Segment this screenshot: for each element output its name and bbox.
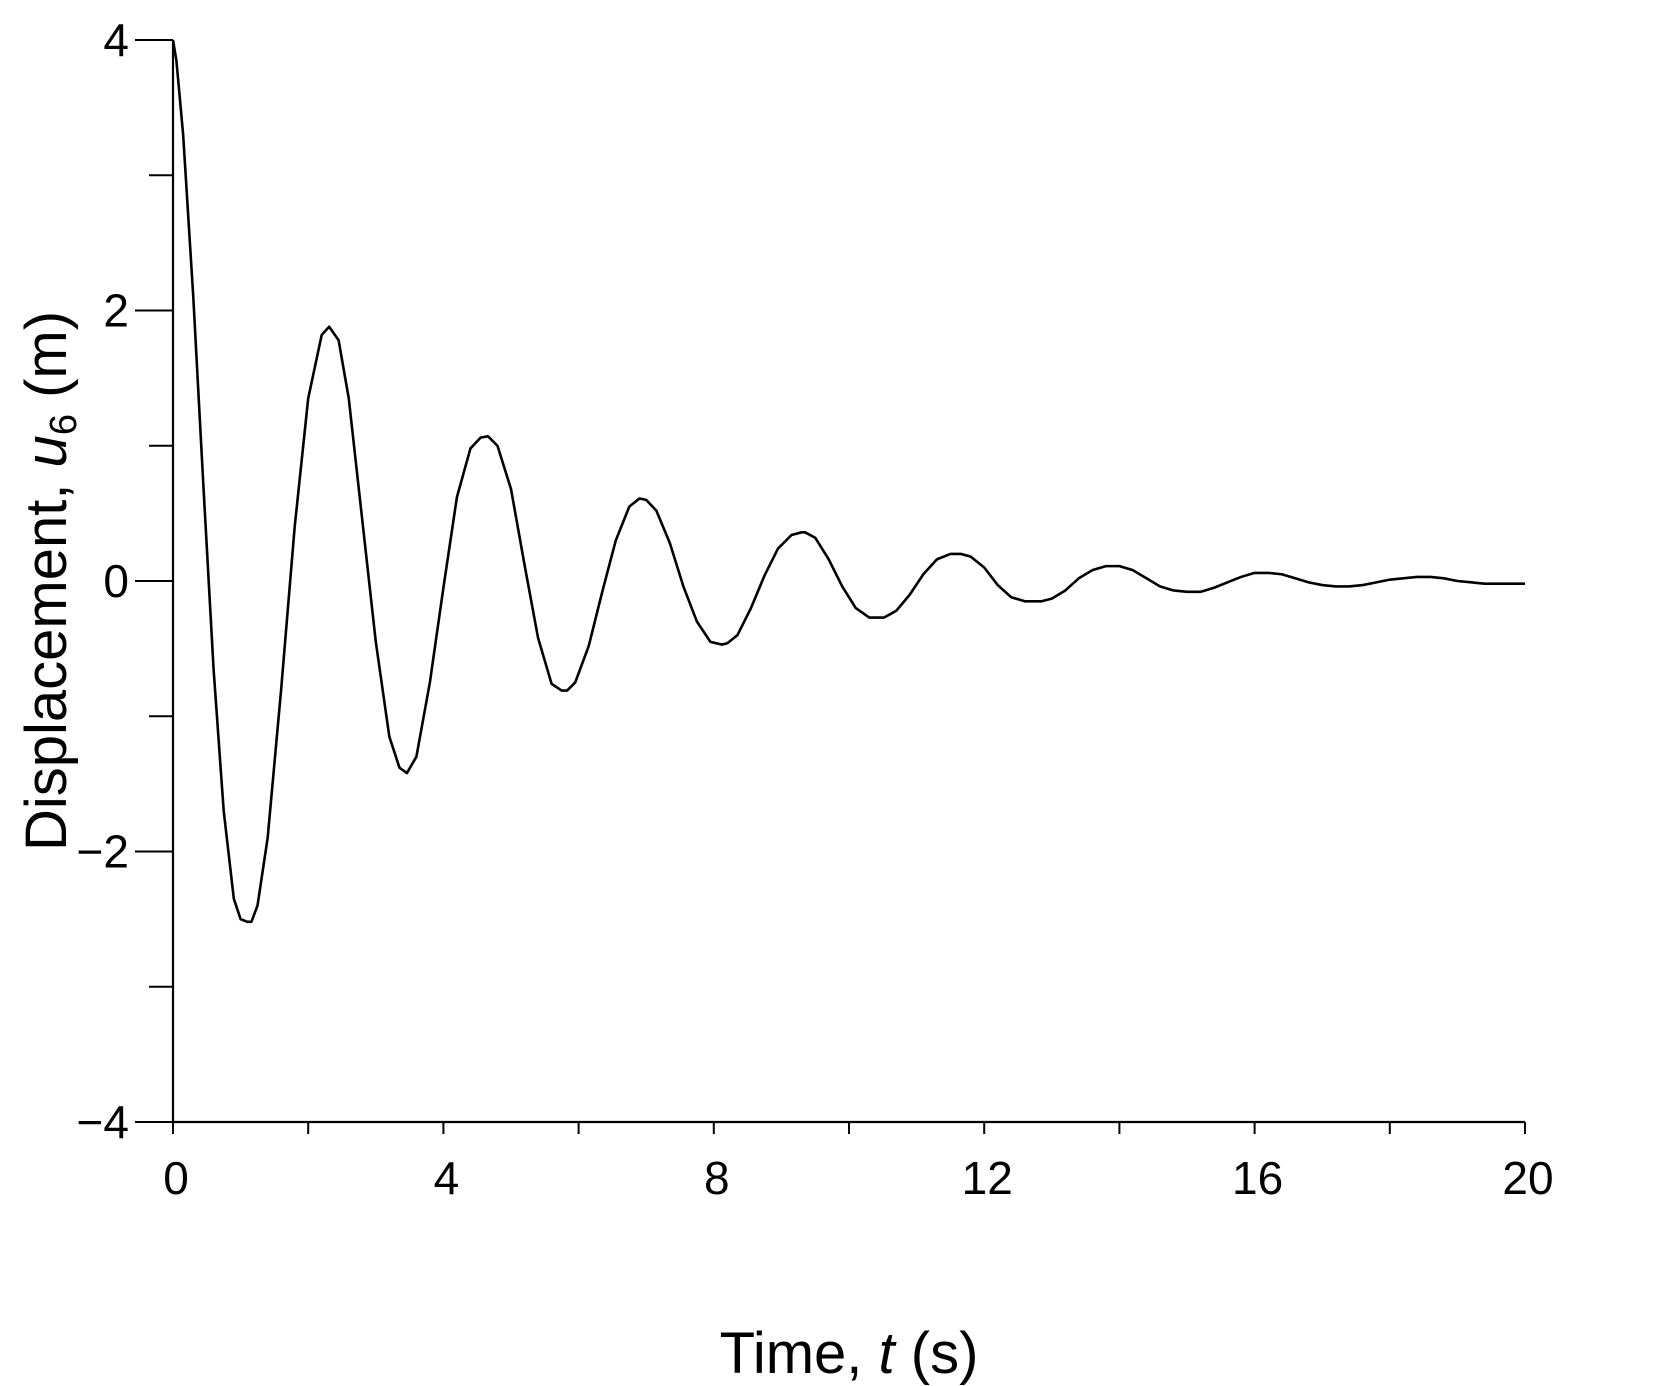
y-tick-label: 4 xyxy=(103,14,129,66)
x-tick-label: 12 xyxy=(962,1152,1013,1204)
x-tick-label: 4 xyxy=(434,1152,460,1204)
x-axis-title-suffix: (s) xyxy=(895,1321,979,1386)
series-layer xyxy=(171,39,1525,924)
y-axis-ticks xyxy=(135,39,173,1123)
y-axis-title-subscript: 6 xyxy=(43,414,85,435)
x-axis-title-prefix: Time, xyxy=(720,1321,879,1386)
x-axis-title-variable: t xyxy=(879,1321,898,1386)
y-axis-title-variable: u xyxy=(14,435,79,467)
x-tick-label: 0 xyxy=(163,1152,189,1204)
y-axis-tick-labels: −4 −2 0 2 4 xyxy=(77,14,129,1148)
y-axis-title: Displacement, u6 (m) xyxy=(14,311,85,851)
x-axis-tick-labels: 0 4 8 12 16 20 xyxy=(163,1152,1553,1204)
x-tick-label: 16 xyxy=(1232,1152,1283,1204)
x-tick-label: 20 xyxy=(1502,1152,1553,1204)
x-axis-ticks xyxy=(172,1122,1526,1134)
y-tick-label: −4 xyxy=(77,1096,129,1148)
displacement-series-line xyxy=(171,39,1525,924)
x-axis-title: Time, t (s) xyxy=(720,1321,979,1386)
y-axis-title-prefix: Displacement, xyxy=(14,467,79,851)
y-tick-label: 0 xyxy=(103,555,129,607)
y-tick-label: 2 xyxy=(103,285,129,337)
y-axis-title-suffix: (m) xyxy=(14,311,79,414)
y-tick-label: −2 xyxy=(77,826,129,878)
plot-area: 0 4 8 12 16 20 −4 −2 0 2 4 xyxy=(77,14,1554,1204)
x-tick-label: 8 xyxy=(704,1152,730,1204)
